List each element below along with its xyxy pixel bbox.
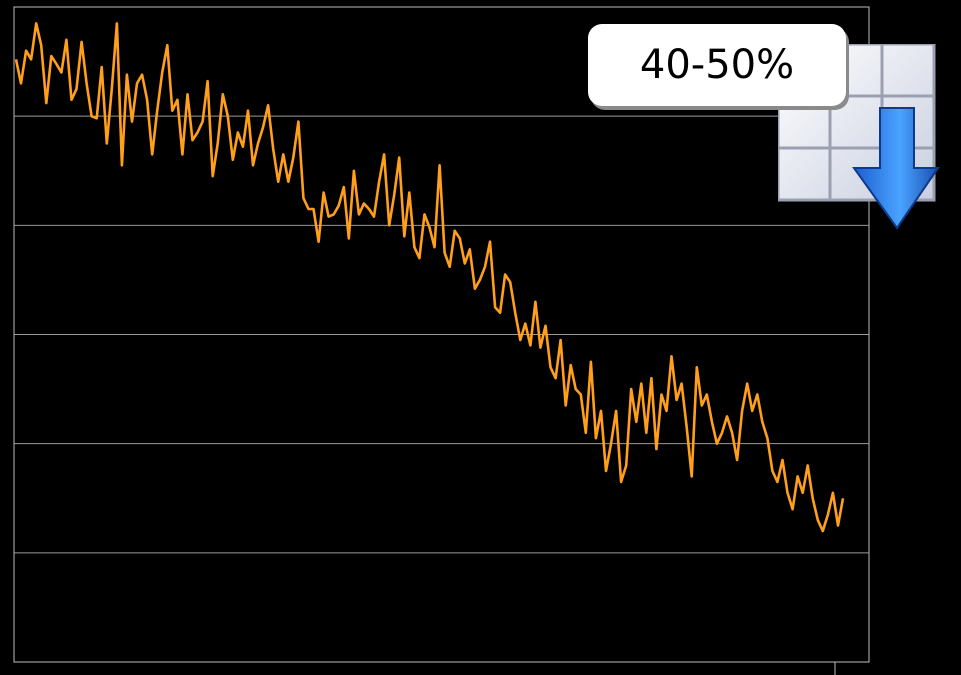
- callout-label: 40-50%: [639, 42, 795, 88]
- percentage-callout: 40-50%: [588, 24, 846, 106]
- series-line-0: [14, 22, 845, 533]
- series-group: [14, 22, 845, 533]
